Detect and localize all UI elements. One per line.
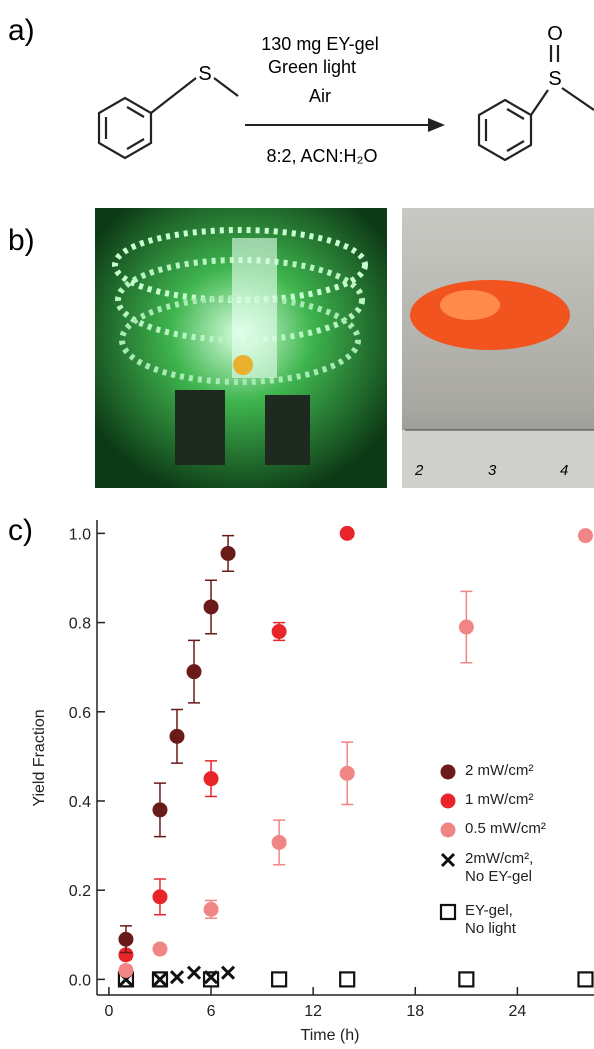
y-tick-label: 0.0 <box>69 972 91 989</box>
ruler-label: 3 <box>488 462 497 479</box>
point <box>458 619 474 635</box>
point <box>118 947 134 963</box>
point <box>118 962 134 978</box>
condition: Green light <box>268 57 356 77</box>
legend-marker <box>440 764 456 780</box>
x-tick-label: 18 <box>406 1003 424 1020</box>
y-tick-label: 0.4 <box>69 794 91 811</box>
ruler-label: 2 <box>414 462 424 479</box>
point <box>577 971 594 988</box>
point <box>458 971 475 988</box>
panel-label: b) <box>8 224 35 257</box>
photo-gel <box>402 208 594 488</box>
panel-label: a) <box>8 14 35 47</box>
point <box>339 971 356 988</box>
x-tick-label: 24 <box>509 1003 527 1020</box>
point <box>118 931 134 947</box>
legend-label: 2mW/cm², No EY-gel <box>465 850 534 885</box>
condition: 130 mg EY-gel <box>261 34 378 54</box>
point <box>577 528 593 544</box>
legend-label: EY-gel, No light <box>465 902 516 937</box>
reactant <box>97 77 239 160</box>
point <box>152 802 168 818</box>
point <box>186 965 202 980</box>
condition: 8:2, ACN:H₂O <box>266 146 377 166</box>
point <box>152 941 168 957</box>
atom: O <box>547 23 563 45</box>
x-tick-label: 0 <box>104 1003 113 1020</box>
photo-reactor <box>95 208 387 488</box>
legend-label: 1 mW/cm² <box>465 791 534 808</box>
point <box>339 525 355 541</box>
point <box>152 889 168 905</box>
condition: Air <box>309 86 331 106</box>
point <box>202 971 220 988</box>
point <box>203 901 219 917</box>
point <box>169 728 185 744</box>
legend-label: 0.5 mW/cm² <box>465 820 546 837</box>
legend-marker <box>440 852 456 868</box>
point <box>152 972 168 987</box>
point <box>186 664 202 680</box>
y-tick-label: 0.2 <box>69 883 91 900</box>
x-tick-label: 12 <box>304 1003 322 1020</box>
point <box>203 599 219 615</box>
point <box>220 545 236 561</box>
point <box>220 965 236 980</box>
point <box>271 624 287 640</box>
legend-marker <box>439 903 457 921</box>
atom: S <box>198 63 211 85</box>
arrow <box>245 118 445 132</box>
point <box>271 834 287 850</box>
chart: 0 6 12 18 24 0.0 0.2 0.4 0.6 0.8 1.0 Time (h) Yield … <box>31 520 594 1044</box>
panel-label: c) <box>8 514 33 547</box>
ruler-label: 4 <box>560 462 568 479</box>
point <box>339 765 355 781</box>
legend-label: 2 mW/cm² <box>465 762 534 779</box>
point <box>203 970 219 985</box>
atom: S <box>548 68 561 90</box>
point <box>203 771 219 787</box>
point <box>169 970 185 985</box>
y-tick-label: 0.8 <box>69 616 91 633</box>
y-tick-label: 1.0 <box>69 526 91 543</box>
y-tick-label: 0.6 <box>69 705 91 722</box>
product <box>477 45 594 162</box>
legend-marker <box>440 822 456 838</box>
legend-marker <box>440 793 456 809</box>
point <box>151 971 169 988</box>
point <box>271 971 288 988</box>
x-axis-label: Time (h) <box>301 1027 360 1044</box>
x-tick-label: 6 <box>207 1003 216 1020</box>
y-axis-label: Yield Fraction <box>31 709 48 806</box>
